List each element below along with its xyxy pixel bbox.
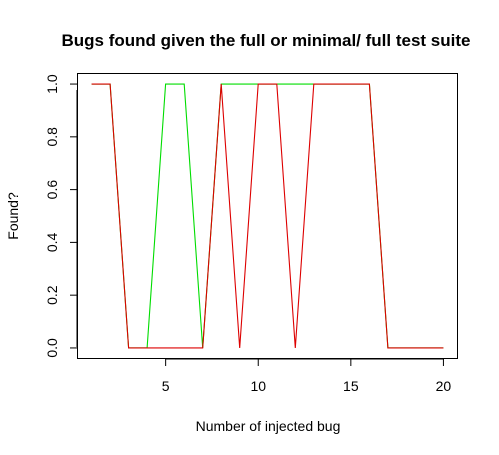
y-tick-label: 0.6	[44, 180, 60, 200]
x-tick-label: 20	[436, 378, 452, 394]
chart-title: Bugs found given the full or minimal/ fu…	[62, 31, 471, 50]
y-tick-label: 0.4	[44, 232, 60, 252]
plot-box	[77, 73, 458, 359]
x-axis-label: Number of injected bug	[196, 418, 341, 434]
x-tick-label: 5	[162, 378, 170, 394]
series-layer	[91, 83, 444, 349]
y-tick-label: 0.2	[44, 285, 60, 305]
x-tick-label: 10	[250, 378, 266, 394]
y-axis: 0.0 0.2 0.4 0.6 0.8 1.0	[44, 74, 77, 358]
series-line-0	[91, 83, 444, 349]
y-tick-label: 0.8	[44, 127, 60, 147]
series-line-1	[91, 83, 444, 349]
y-tick-label: 1.0	[44, 74, 60, 94]
y-tick-label: 0.0	[44, 338, 60, 358]
y-axis-label: Found?	[5, 192, 21, 240]
x-axis: 5 10 15 20	[162, 359, 452, 394]
x-tick-label: 15	[343, 378, 359, 394]
